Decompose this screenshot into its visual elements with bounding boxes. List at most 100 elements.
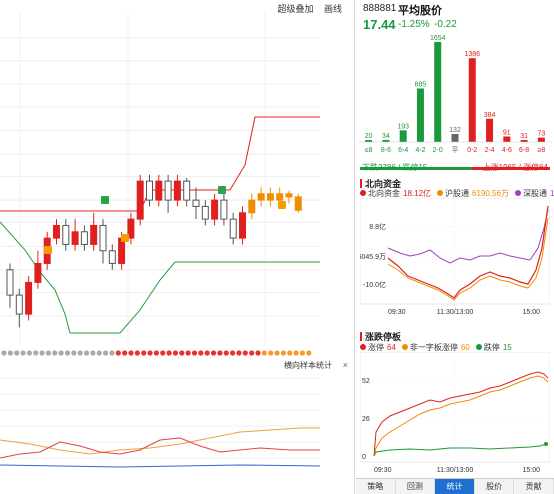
signal-dot xyxy=(274,350,280,356)
tab-0[interactable]: 策略 xyxy=(356,479,396,494)
candle[interactable] xyxy=(80,231,88,245)
tab-2[interactable]: 统计 xyxy=(435,479,475,494)
panel-divider[interactable] xyxy=(354,0,355,494)
distribution-bar xyxy=(503,136,511,142)
distribution-bar xyxy=(399,130,407,142)
draw-line-button[interactable]: 画线 xyxy=(323,4,342,14)
north-x-tick: 09:30 xyxy=(388,309,406,316)
signal-dot xyxy=(172,350,179,356)
legend-value: 60 xyxy=(460,343,470,352)
candle[interactable] xyxy=(266,193,274,201)
candle[interactable] xyxy=(192,199,200,207)
candle[interactable] xyxy=(211,199,219,220)
legend-value: 18.12亿 xyxy=(403,189,432,198)
tab-1[interactable]: 回测 xyxy=(396,479,436,494)
super-overlay-button[interactable]: 超级叠加 xyxy=(277,4,314,14)
signal-dot xyxy=(268,350,274,356)
signal-dot xyxy=(7,350,13,356)
signal-dot xyxy=(83,350,90,356)
candle[interactable] xyxy=(248,199,256,214)
candle[interactable] xyxy=(146,180,153,201)
signal-dot xyxy=(115,350,121,356)
candle[interactable] xyxy=(155,180,163,201)
distribution-label: 0-2 xyxy=(467,147,477,154)
candle[interactable] xyxy=(183,180,191,201)
signal-dot xyxy=(191,350,198,356)
candle[interactable] xyxy=(285,193,293,198)
candle[interactable] xyxy=(90,224,98,245)
signal-dot xyxy=(33,350,39,356)
legend-swatch xyxy=(437,190,444,196)
indicator-title[interactable]: 横向样本统计 xyxy=(284,361,332,370)
distribution-count: 31 xyxy=(520,133,528,140)
down-up-ratio-bar xyxy=(360,167,550,170)
section-marker xyxy=(360,332,362,341)
signal-dot xyxy=(71,350,77,356)
candle[interactable] xyxy=(136,180,144,220)
section-marker xyxy=(360,179,362,188)
signal-dot xyxy=(90,350,96,356)
candle[interactable] xyxy=(62,224,70,245)
distribution-label: ≥8 xyxy=(537,147,545,154)
distribution-count: 73 xyxy=(537,131,545,138)
limit-board-legend: 涨停 64 非一字板涨停 60 跌停 15 xyxy=(360,342,518,353)
candle[interactable] xyxy=(164,180,172,201)
signal-dot xyxy=(103,350,109,356)
chart-frame xyxy=(360,352,550,463)
indicator-chart[interactable] xyxy=(0,370,354,480)
candle[interactable] xyxy=(294,196,302,211)
candle[interactable] xyxy=(99,224,107,252)
index-change-value: -0.22 xyxy=(434,19,457,30)
candle[interactable] xyxy=(173,180,181,201)
candle[interactable] xyxy=(257,193,265,201)
candle[interactable] xyxy=(53,224,60,239)
legend-value: 6190.56万 xyxy=(472,189,509,198)
signal-marker-icon[interactable] xyxy=(278,201,286,209)
legend-label: 北向资金 xyxy=(368,189,400,198)
distribution-bar xyxy=(537,137,545,142)
signal-dot xyxy=(185,350,191,356)
candle[interactable] xyxy=(108,250,116,264)
candle[interactable] xyxy=(127,218,135,239)
signal-marker-icon[interactable] xyxy=(101,196,109,204)
signal-dot xyxy=(166,350,172,356)
signal-marker-icon[interactable] xyxy=(44,246,52,254)
candle[interactable] xyxy=(201,205,209,220)
distribution-bar xyxy=(434,42,442,142)
candle[interactable] xyxy=(276,193,284,201)
signal-dot xyxy=(249,350,255,356)
tab-3[interactable]: 股价 xyxy=(475,479,515,494)
candle[interactable] xyxy=(220,199,228,220)
limit-up-line xyxy=(373,371,549,457)
legend-label: 非一字板涨停 xyxy=(409,343,458,352)
kline-chart[interactable] xyxy=(0,0,354,345)
indicator-line-orange xyxy=(0,427,320,455)
signal-marker-icon[interactable] xyxy=(121,234,129,242)
signal-dot xyxy=(223,350,229,356)
candle[interactable] xyxy=(15,294,23,315)
candle[interactable] xyxy=(71,231,79,245)
tab-4[interactable]: 贡献 xyxy=(514,479,554,494)
limit-down-endpoint xyxy=(544,442,548,446)
legend-swatch xyxy=(360,190,366,196)
signal-dots-row xyxy=(1,350,312,356)
candle[interactable] xyxy=(25,281,33,315)
bottom-tabs: 策略 回测 统计 股价 贡献 xyxy=(356,478,554,494)
signal-dot xyxy=(96,350,102,356)
candle[interactable] xyxy=(229,218,237,239)
distribution-bar xyxy=(382,139,390,142)
index-name: 平均股价 xyxy=(398,5,442,17)
signal-marker-icon[interactable] xyxy=(218,186,226,194)
kline-panel[interactable]: 超级叠加 画线 横向样本统计 × xyxy=(0,0,354,494)
legend-label: 深股通 xyxy=(522,189,547,198)
candle[interactable] xyxy=(34,262,42,283)
candle[interactable] xyxy=(239,212,246,239)
distribution-count: 1654 xyxy=(430,35,446,42)
close-icon[interactable]: × xyxy=(342,360,348,370)
signal-dot xyxy=(236,350,242,356)
distribution-count: 20 xyxy=(365,133,373,140)
index-price: 17.44 xyxy=(363,17,396,32)
candle[interactable] xyxy=(6,269,14,296)
legend-label: 沪股通 xyxy=(445,189,470,198)
down-ratio xyxy=(360,167,472,170)
